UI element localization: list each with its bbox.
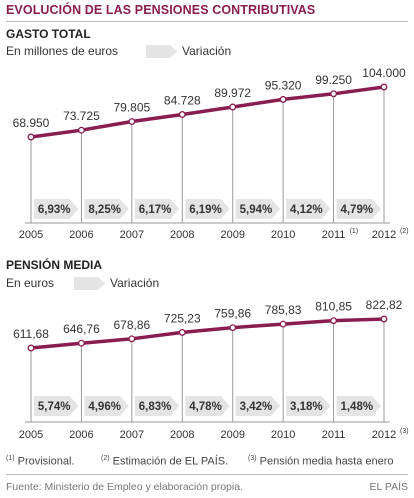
chart1-value-label: 84.728 bbox=[164, 93, 201, 107]
chart1-value-label: 89.972 bbox=[214, 86, 251, 100]
chart2-variation-arrow bbox=[34, 396, 79, 416]
chart1-data-point bbox=[279, 95, 287, 103]
chart1-value-label: 79.805 bbox=[114, 101, 151, 115]
chart2-variation-arrow bbox=[235, 396, 281, 416]
chart2-x-tick-label: 2009 bbox=[220, 429, 244, 441]
chart1-x-tick-label: 2008 bbox=[170, 229, 194, 241]
chart2-unit-label: En euros bbox=[6, 276, 55, 290]
title-divider bbox=[6, 21, 408, 22]
chart2-variation-arrow bbox=[185, 396, 230, 416]
chart2-x-tick-footnote: (3) bbox=[400, 428, 409, 435]
chart1-variation-arrow bbox=[34, 199, 79, 219]
chart1-variation-arrow bbox=[336, 199, 381, 219]
chart1-data-point bbox=[27, 133, 35, 141]
chart1-data-point bbox=[77, 126, 85, 134]
chart2-value-label: 611,68 bbox=[13, 327, 49, 341]
chart1-value-label: 99.250 bbox=[315, 73, 352, 87]
chart1-variation-arrow bbox=[235, 199, 281, 219]
chart2-data-point bbox=[229, 324, 237, 332]
chart1-x-tick-label: 2009 bbox=[220, 229, 244, 241]
chart1-variation-label: 6,93% bbox=[38, 204, 71, 216]
chart2-x-tick-label: 2007 bbox=[120, 429, 144, 441]
chart1-variation-arrow bbox=[286, 199, 331, 219]
chart1-x-tick-label: 2010 bbox=[271, 229, 295, 241]
chart1-variation-label: 8,25% bbox=[88, 204, 121, 216]
chart1-gasto-total: 6,93% 8,25% 6,17% 6,19% 5,94% 4,12% 4,79% 68.95… bbox=[13, 66, 409, 241]
chart1-variation-arrow bbox=[134, 199, 180, 219]
chart1-x-tick-label: 2006 bbox=[69, 229, 93, 241]
chart2-series-line bbox=[30, 317, 385, 350]
chart1-data-point bbox=[128, 118, 136, 125]
chart2-variation-label: 4,96% bbox=[88, 401, 121, 413]
chart1-title: GASTO TOTAL bbox=[6, 27, 91, 41]
chart2-data-point bbox=[77, 339, 85, 347]
footer-divider bbox=[6, 474, 408, 475]
chart1-value-label: 95.320 bbox=[265, 78, 302, 92]
chart1-value-label: 73.725 bbox=[63, 109, 100, 123]
chart2-variation-arrow bbox=[84, 396, 129, 416]
chart1-x-tick-footnote: (1) bbox=[350, 228, 359, 235]
chart2-data-point bbox=[279, 320, 287, 328]
chart1-x-tick-label: 2005 bbox=[19, 229, 43, 241]
chart2-variation-label: 5,74% bbox=[38, 401, 71, 413]
chart1-value-label: 104.000 bbox=[362, 66, 406, 80]
chart1-value-label: 68.950 bbox=[13, 116, 50, 130]
chart2-variation-label: 4,78% bbox=[189, 401, 222, 413]
chart2-value-label: 785,83 bbox=[265, 303, 302, 317]
chart2-x-tick-label: 2012 bbox=[372, 429, 396, 441]
page-title: EVOLUCIÓN DE LAS PENSIONES CONTRIBUTIVAS bbox=[6, 3, 316, 17]
chart2-data-point bbox=[27, 344, 35, 352]
chart2-data-point bbox=[380, 315, 388, 323]
chart2-variation-label: 6,83% bbox=[139, 401, 172, 413]
source-note: Fuente: Ministerio de Empleo y elaboraci… bbox=[6, 481, 243, 493]
chart1-x-tick-label: 2007 bbox=[120, 229, 144, 241]
chart1-variation-label: 6,17% bbox=[139, 204, 172, 216]
chart1-variation-label: 5,94% bbox=[240, 204, 273, 216]
chart1-unit-label: En millones de euros bbox=[6, 44, 119, 58]
chart2-pension-media: 5,74% 4,96% 6,83% 4,78% 3,42% 3,18% 1,48% 611,6… bbox=[13, 298, 409, 441]
chart1-variation-label: 4,12% bbox=[290, 204, 323, 216]
footnote-3: (3) Pensión media hasta enero bbox=[248, 455, 394, 468]
chart2-variation-arrow bbox=[336, 396, 381, 416]
chart1-series-line bbox=[30, 85, 385, 139]
chart2-data-point bbox=[178, 328, 186, 336]
chart2-data-point bbox=[128, 335, 136, 343]
chart2-value-label: 810,85 bbox=[315, 300, 352, 314]
brand-logo: EL PAÍS bbox=[369, 481, 408, 493]
chart2-legend-arrow-icon bbox=[74, 277, 105, 290]
chart2-variation-label: 3,42% bbox=[240, 401, 273, 413]
footnote-1: (1) Provisional. bbox=[6, 455, 75, 468]
footnote-2: (2) Estimación de EL PAÍS. bbox=[101, 455, 229, 468]
chart2-value-label: 822,82 bbox=[366, 298, 403, 312]
chart2-x-tick-label: 2006 bbox=[69, 429, 93, 441]
chart2-x-tick-label: 2010 bbox=[271, 429, 295, 441]
chart2-value-label: 725,23 bbox=[164, 311, 201, 325]
chart2-variation-arrow bbox=[134, 396, 180, 416]
chart1-variation-label: 6,19% bbox=[189, 204, 222, 216]
chart2-variation-arrow bbox=[286, 396, 331, 416]
chart2-title: PENSIÓN MEDIA bbox=[6, 258, 103, 272]
chart1-variation-arrow bbox=[185, 199, 230, 219]
chart2-x-tick-label: 2011 bbox=[322, 429, 346, 441]
chart1-variation-arrow bbox=[84, 199, 129, 219]
chart2-value-label: 678,86 bbox=[114, 318, 151, 332]
chart2-variation-label: 3,18% bbox=[290, 401, 323, 413]
chart2-data-point bbox=[330, 317, 338, 325]
chart1-x-tick-label: 2011 bbox=[322, 229, 346, 241]
chart1-x-tick-label: 2012 bbox=[372, 229, 396, 241]
chart1-legend-label: Variación bbox=[182, 44, 232, 58]
chart2-x-tick-label: 2005 bbox=[19, 429, 43, 441]
chart2-variation-label: 1,48% bbox=[340, 401, 373, 413]
chart1-variation-label: 4,79% bbox=[340, 204, 373, 216]
chart2-legend-label: Variación bbox=[110, 276, 160, 290]
chart1-data-point bbox=[330, 90, 338, 98]
chart2-x-tick-label: 2008 bbox=[170, 429, 194, 441]
chart2-value-label: 759,86 bbox=[214, 307, 251, 321]
chart2-value-label: 646,76 bbox=[63, 322, 100, 336]
chart1-x-tick-footnote: (2) bbox=[400, 228, 409, 235]
chart1-data-point bbox=[229, 103, 237, 111]
chart1-data-point bbox=[380, 83, 388, 91]
chart1-data-point bbox=[178, 111, 186, 118]
chart1-legend-arrow-icon bbox=[146, 45, 177, 58]
